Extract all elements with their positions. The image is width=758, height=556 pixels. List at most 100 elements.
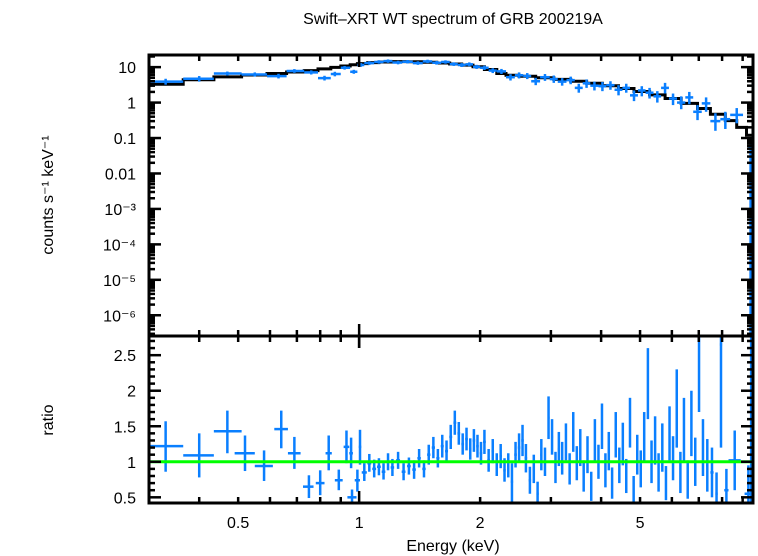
ratio-data-point [358, 429, 362, 465]
spectrum-data-point [267, 73, 287, 79]
ratio-data-point [343, 430, 350, 464]
spectrum-data-point [422, 59, 433, 64]
y-tick-label: 1 [127, 455, 136, 472]
ratio-data-point [646, 348, 650, 420]
ratio-data-point [724, 468, 729, 503]
spectrum-data-point [549, 75, 558, 83]
spectrum-data-point [710, 113, 721, 131]
spectrum-data-point [637, 86, 646, 97]
spectrum-data-point [629, 90, 638, 102]
ratio-data-point [468, 438, 472, 460]
ratio-data-point [303, 475, 314, 499]
y-tick-label: 10⁻⁵ [103, 273, 136, 290]
spectrum-data-point [330, 71, 341, 77]
spectrum-data-point [685, 91, 694, 105]
ratio-data-point [507, 453, 510, 478]
spectrum-panel: 10 1 0.1 0.01 10⁻³ 10⁻⁴ 10⁻⁵ 10⁻⁶ counts s⁻¹ ke… [40, 55, 753, 336]
ratio-data-point [417, 448, 421, 468]
ratio-data-point [483, 429, 486, 454]
ratio-data-point [234, 435, 255, 472]
ratio-data-point [719, 336, 723, 448]
ratio-data-point [540, 439, 543, 471]
ratio-data-point [706, 439, 709, 492]
spectrum-data-point [645, 87, 654, 99]
spectrum-data-point [465, 62, 473, 67]
ratio-data-point [183, 433, 214, 478]
ratio-data-point [710, 447, 714, 498]
ratio-data-point [149, 421, 184, 472]
ratio-data-point [354, 469, 361, 492]
spectrum-data-point [514, 72, 524, 79]
ratio-data-point [664, 466, 668, 501]
spectrum-data-point [304, 70, 318, 75]
spectrum-data-point [496, 68, 507, 75]
ratio-data-point [431, 436, 435, 459]
ratio-data-point [440, 434, 444, 458]
ratio-data-point [661, 423, 664, 472]
spectrum-frame [147, 53, 755, 338]
ratio-data-point [668, 406, 671, 461]
spectrum-data-point [432, 60, 442, 65]
ratio-data-point [347, 489, 357, 503]
ratio-data-point [457, 421, 461, 445]
ratio-data-point [476, 434, 479, 458]
axes-frames [147, 53, 755, 505]
spectrum-data-point [590, 81, 599, 91]
y-tick-label: 2.5 [114, 348, 136, 365]
ratio-data-point [589, 471, 593, 501]
spectrum-y-ticks: 10 1 0.1 0.01 10⁻³ 10⁻⁴ 10⁻⁵ 10⁻⁶ [103, 55, 753, 336]
ratio-data-point [361, 463, 367, 481]
ratio-frame [147, 334, 755, 505]
ratio-data-layer [149, 336, 753, 503]
spectrum-data-point [441, 60, 450, 64]
ratio-data-point [715, 472, 718, 503]
chart-title: Swift–XRT WT spectrum of GRB 200219A [303, 11, 603, 28]
ratio-y-ticks: 2.5 2 1.5 1 0.5 [114, 339, 753, 507]
spectrum-data-point [677, 96, 686, 110]
ratio-data-point [334, 469, 343, 491]
ratio-data-point [521, 424, 524, 457]
y-tick-label: 10⁻⁴ [103, 237, 136, 254]
ratio-data-point [213, 410, 242, 454]
ratio-data-point [547, 396, 550, 440]
spectrum-data-point [480, 65, 489, 71]
ratio-data-point [625, 458, 628, 494]
spectrum-data-point [488, 68, 497, 74]
ratio-data-point [407, 457, 411, 475]
y-tick-label: 0.5 [114, 490, 136, 507]
ratio-data-point [528, 466, 532, 494]
ratio-data-point [449, 424, 453, 449]
ratio-data-point [582, 460, 585, 492]
ratio-data-point [635, 434, 639, 475]
ratio-data-point [325, 435, 332, 471]
spectrum-data-point [606, 81, 615, 90]
y-tick-label: 2 [127, 384, 136, 401]
ratio-data-point [639, 450, 643, 488]
ratio-data-point [671, 436, 675, 481]
x-axis-label: Energy (keV) [406, 538, 499, 555]
ratio-data-point [524, 444, 528, 473]
spectrum-data-point [286, 69, 305, 73]
ratio-data-point [254, 450, 273, 481]
ratio-y-label: ratio [40, 404, 57, 435]
spectrum-data-point [457, 63, 466, 67]
ratio-data-point [536, 481, 539, 503]
ratio-data-point [621, 422, 625, 466]
ratio-data-point [495, 453, 499, 476]
ratio-data-point [682, 397, 686, 462]
ratio-data-point [657, 453, 660, 492]
ratio-data-point [453, 410, 457, 435]
ratio-data-point [560, 441, 564, 475]
ratio-data-point [472, 429, 476, 452]
spectrum-data-point [213, 71, 242, 76]
y-tick-label: 1 [127, 96, 136, 113]
spectrum-data-point [540, 74, 550, 81]
ratio-data-point [572, 412, 575, 452]
ratio-data-point [274, 410, 288, 449]
ratio-data-point [642, 412, 646, 462]
spectrum-data-point [350, 69, 358, 74]
spectrum-data-point [402, 59, 413, 64]
ratio-data-point [499, 444, 502, 469]
ratio-data-point [491, 439, 495, 464]
